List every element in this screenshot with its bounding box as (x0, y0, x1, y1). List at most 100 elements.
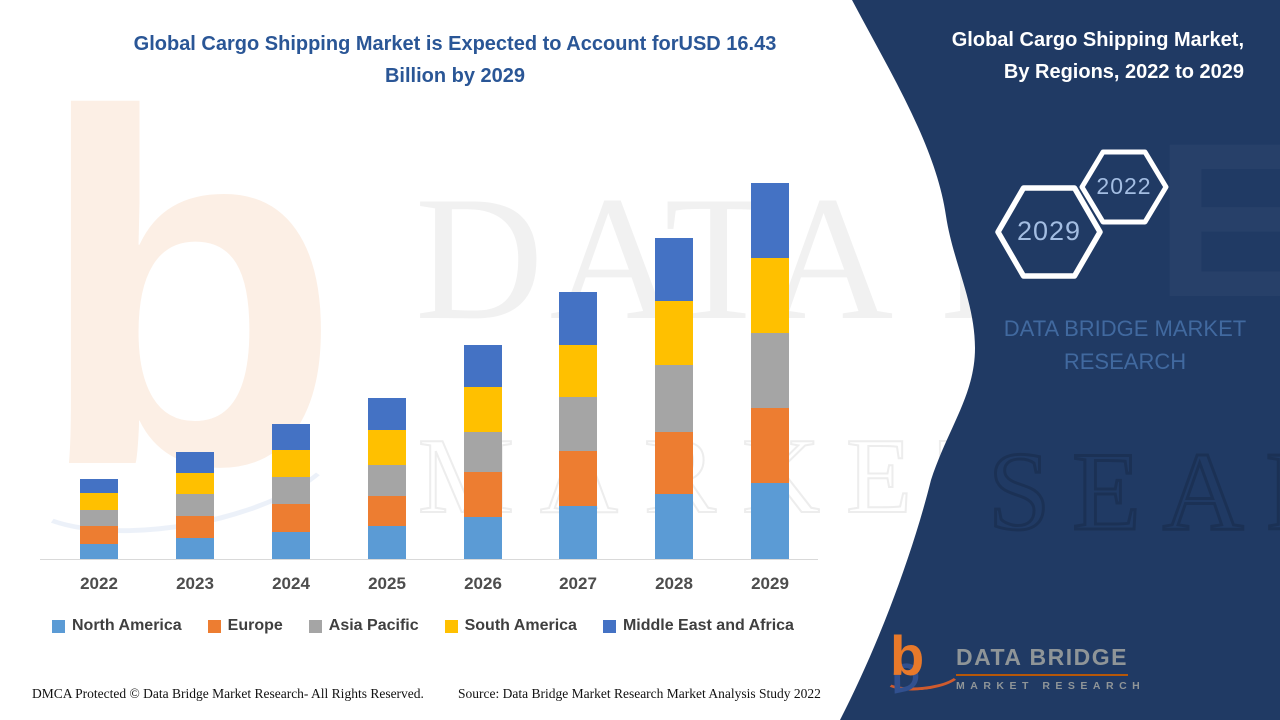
bar-segment-europe (272, 504, 310, 532)
bar-2029 (751, 0, 789, 720)
bar-segment-asia-pacific (655, 364, 693, 432)
data-bridge-logo: D b DATA BRIDGE MARKET RESEARCH (880, 628, 1145, 716)
bar-2023 (176, 0, 214, 720)
panel-heading-line1: Global Cargo Shipping Market, (951, 29, 1244, 51)
bar-2022 (80, 0, 118, 720)
bar-segment-north-america (559, 505, 597, 559)
bar-segment-europe (751, 407, 789, 484)
legend-item-south-america: South America (444, 617, 577, 635)
hexagon-2022-icon (1079, 149, 1169, 225)
x-axis-label-2028: 2028 (655, 574, 693, 593)
bar-segment-north-america (176, 537, 214, 559)
source-note: Source: Data Bridge Market Research Mark… (458, 686, 821, 701)
bar-segment-north-america (272, 532, 310, 559)
bar-segment-middle-east-and-africa (176, 451, 214, 473)
logo-subtitle: MARKET RESEARCH (956, 680, 1146, 692)
x-axis-label-2022: 2022 (80, 574, 118, 593)
bar-segment-middle-east-and-africa (80, 478, 118, 493)
legend-label: South America (464, 617, 577, 634)
bar-segment-asia-pacific (559, 397, 597, 451)
hexagon-2022-label: 2022 (1096, 173, 1152, 199)
logo-text: DATA BRIDGE MARKET RESEARCH (956, 644, 1145, 692)
logo-b-icon: b (890, 624, 925, 687)
bar-segment-north-america (655, 494, 693, 559)
x-axis-label-2024: 2024 (272, 574, 310, 593)
bar-segment-south-america (176, 472, 214, 495)
bar-2027 (559, 0, 597, 720)
legend-swatch-icon (207, 619, 221, 633)
bar-segment-europe (80, 525, 118, 544)
x-axis-label-2025: 2025 (368, 574, 406, 593)
bar-segment-europe (464, 471, 502, 517)
bar-2028 (655, 0, 693, 720)
logo-name: DATA BRIDGE (956, 644, 1128, 676)
legend-swatch-icon (444, 619, 458, 633)
bar-segment-middle-east-and-africa (272, 424, 310, 451)
panel-heading-line2: By Regions, 2022 to 2029 (1003, 61, 1244, 83)
bar-segment-north-america (464, 516, 502, 559)
bar-segment-middle-east-and-africa (464, 344, 502, 387)
chart-title-line2: Billion by 2029 (384, 65, 526, 87)
bar-segment-europe (176, 515, 214, 538)
bar-segment-south-america (559, 345, 597, 397)
panel-heading: Global Cargo Shipping Market, By Regions… (914, 24, 1244, 88)
bar-2026 (464, 0, 502, 720)
chart-title: Global Cargo Shipping Market is Expected… (70, 28, 840, 92)
bar-segment-asia-pacific (80, 509, 118, 526)
bar-segment-middle-east-and-africa (559, 291, 597, 346)
hexagon-badges (995, 149, 1169, 279)
legend-item-middle-east-and-africa: Middle East and Africa (602, 617, 794, 635)
bar-segment-europe (368, 496, 406, 527)
bar-segment-europe (559, 451, 597, 506)
x-axis-line (40, 559, 818, 560)
legend-label: Asia Pacific (328, 617, 419, 634)
panel-brand-line2: RESEARCH (1063, 349, 1187, 374)
bar-segment-south-america (272, 450, 310, 478)
hexagon-2029-label: 2029 (1016, 216, 1082, 246)
bar-segment-asia-pacific (176, 494, 214, 516)
legend-swatch-icon (52, 619, 65, 633)
dmca-notice: DMCA Protected © Data Bridge Market Rese… (32, 686, 424, 701)
chart-legend: North America Europe Asia Pacific South Ame… (52, 617, 842, 635)
bar-segment-asia-pacific (464, 431, 502, 472)
bar-2024 (272, 0, 310, 720)
bar-segment-south-america (80, 492, 118, 510)
legend-item-asia-pacific: Asia Pacific (308, 617, 419, 635)
bar-segment-south-america (751, 257, 789, 333)
hexagon-2029-icon (995, 185, 1103, 279)
bar-segment-asia-pacific (751, 332, 789, 408)
chart-title-line1: Global Cargo Shipping Market is Expected… (133, 33, 777, 55)
bar-segment-middle-east-and-africa (751, 183, 789, 258)
legend-label: Europe (227, 617, 283, 634)
legend-label: North America (72, 617, 182, 634)
legend-label: Middle East and Africa (622, 617, 794, 634)
legend-swatch-icon (602, 619, 616, 633)
bar-segment-middle-east-and-africa (655, 237, 693, 301)
legend-item-europe: Europe (207, 617, 283, 635)
bar-segment-south-america (464, 386, 502, 432)
x-axis-label-2026: 2026 (464, 574, 502, 593)
x-axis-label-2023: 2023 (176, 574, 214, 593)
bar-segment-asia-pacific (368, 465, 406, 497)
side-panel-bg (840, 0, 1280, 720)
panel-brand-line1: DATA BRIDGE MARKET (1003, 316, 1247, 341)
panel-watermark-word: SEARCH (988, 429, 1280, 556)
bar-segment-south-america (368, 430, 406, 466)
bar-segment-north-america (368, 526, 406, 559)
bar-segment-north-america (751, 483, 789, 559)
legend-swatch-icon (308, 619, 322, 633)
panel-brand-text: DATA BRIDGE MARKET RESEARCH (970, 312, 1280, 378)
bar-segment-middle-east-and-africa (368, 398, 406, 431)
legend-item-north-america: North America (52, 617, 182, 635)
bar-segment-europe (655, 432, 693, 495)
bar-2025 (368, 0, 406, 720)
bar-segment-asia-pacific (272, 477, 310, 505)
bar-segment-south-america (655, 300, 693, 365)
bar-segment-north-america (80, 543, 118, 559)
